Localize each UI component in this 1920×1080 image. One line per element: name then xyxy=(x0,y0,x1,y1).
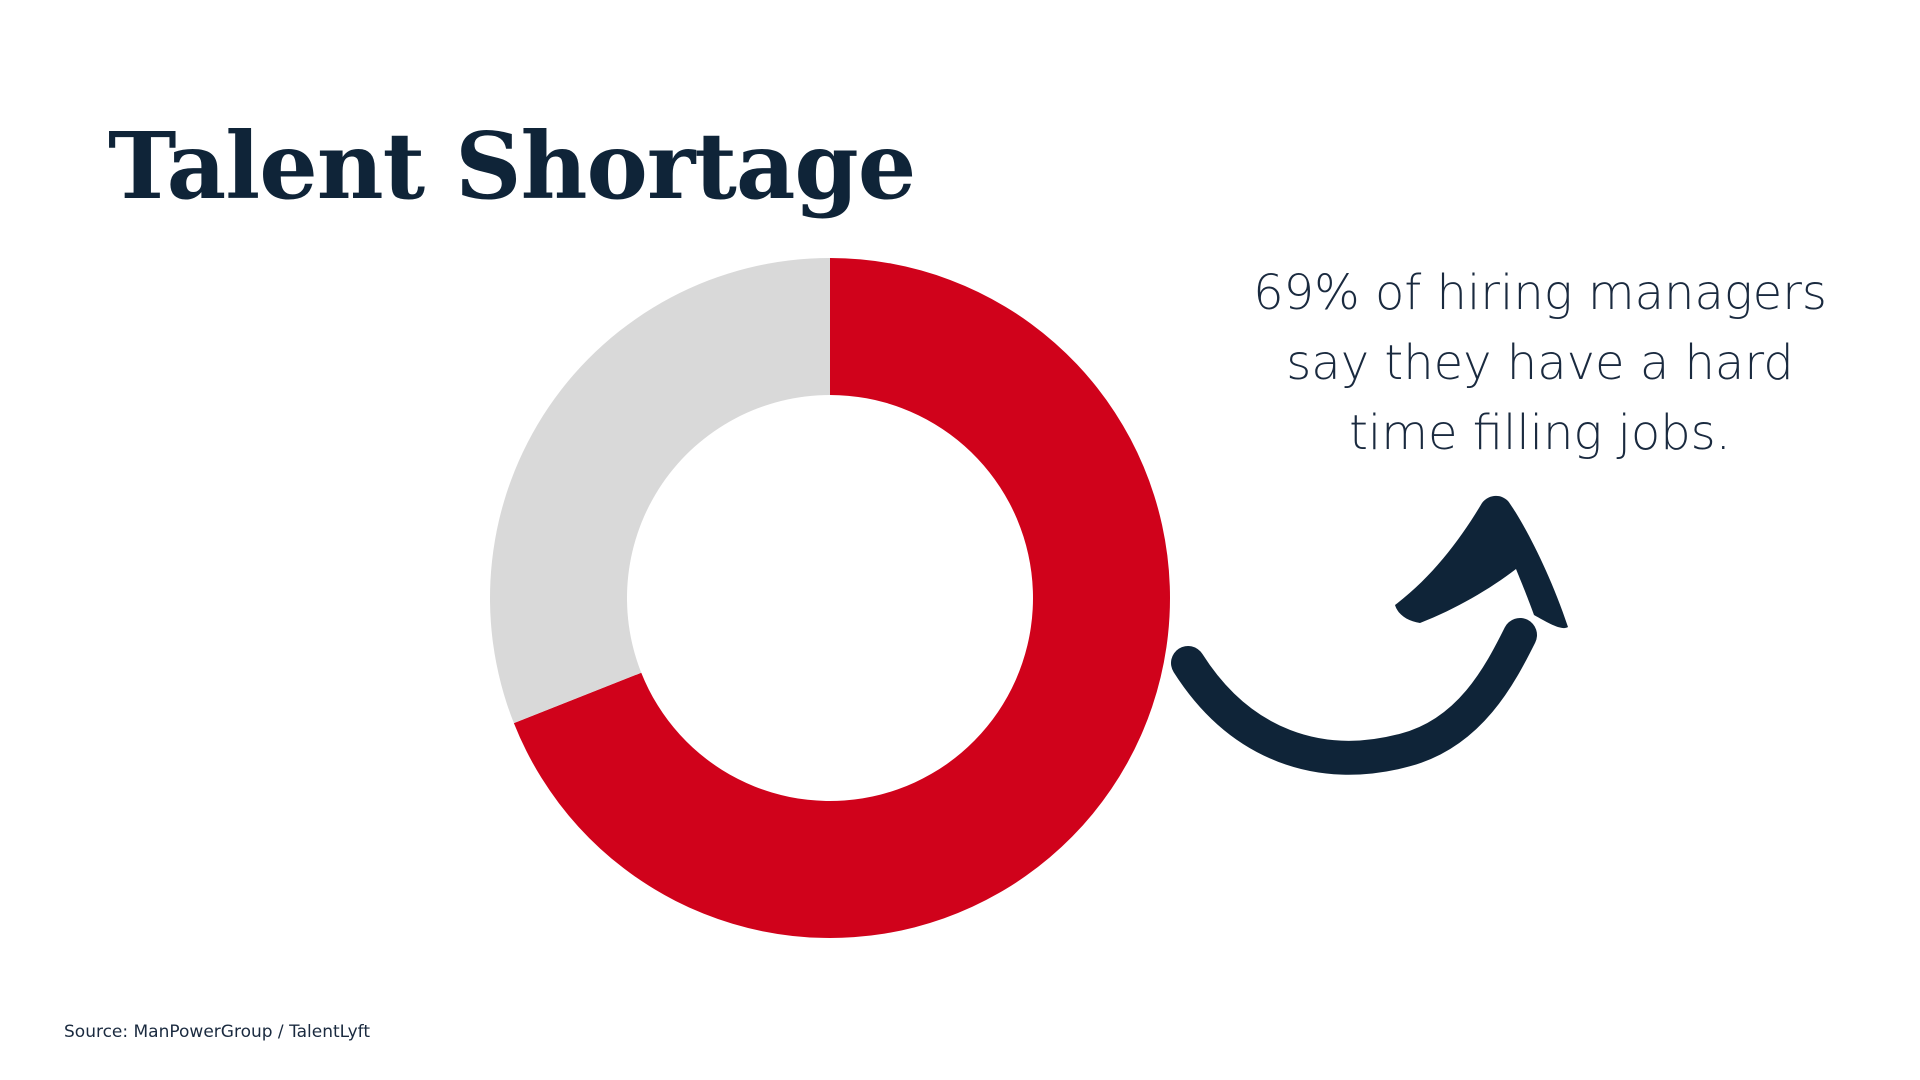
donut-slice-0 xyxy=(513,258,1170,939)
donut-slice-1 xyxy=(489,258,830,724)
curved-arrow-icon xyxy=(1171,495,1568,775)
source-note: Source: ManPowerGroup / TalentLyft xyxy=(64,1022,370,1042)
chart-caption: 69% of hiring managers say they have a h… xyxy=(1253,265,1827,461)
page-title: Talent Shortage xyxy=(108,112,916,220)
